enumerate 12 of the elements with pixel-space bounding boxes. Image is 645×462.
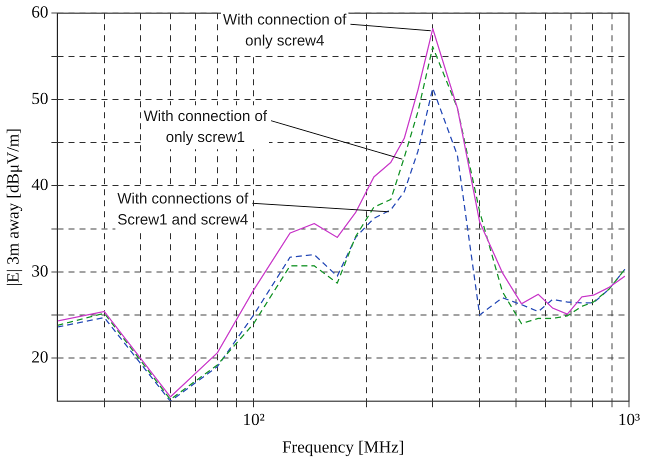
y-tick-label: 40 bbox=[31, 175, 48, 194]
y-tick-label: 20 bbox=[31, 348, 48, 367]
x-tick-label: 10² bbox=[242, 410, 265, 429]
annotation: With connections of Screw1 and screw4 bbox=[117, 190, 250, 228]
annotation: With connection of only screw4 bbox=[223, 11, 348, 50]
y-tick-label: 60 bbox=[31, 2, 48, 22]
y-axis-title: |E| 3m away [dBμV/m] bbox=[4, 128, 23, 286]
x-axis-title: Frequency [MHz] bbox=[282, 437, 404, 456]
x-tick-label: 10³ bbox=[618, 410, 640, 429]
y-tick-label: 30 bbox=[31, 261, 48, 280]
annotation: With connection of only screw1 bbox=[144, 108, 268, 146]
y-tick-label: 50 bbox=[31, 88, 48, 108]
